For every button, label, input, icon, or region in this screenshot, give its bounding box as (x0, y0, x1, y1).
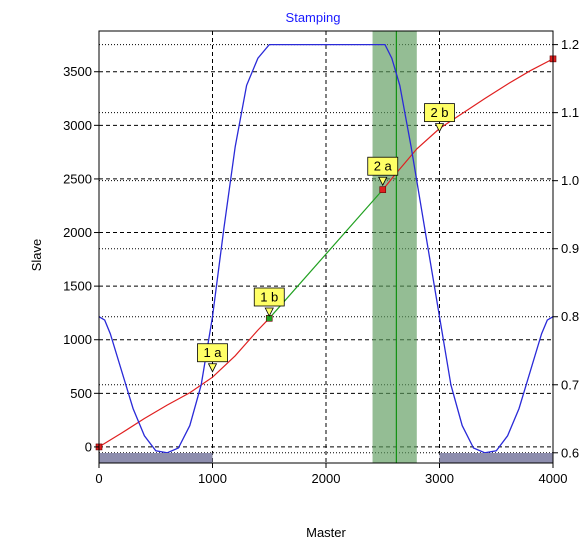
highlight-band-layer (372, 31, 417, 463)
y-axis-label: Slave (29, 239, 44, 272)
velocity-curve (98, 43, 554, 454)
range-bar (99, 453, 213, 463)
x-tick-label: 2000 (312, 471, 341, 486)
annotation-label: 2 b (430, 105, 448, 120)
y-tick-label: 0 (85, 439, 92, 454)
annotation-pointer (264, 307, 274, 317)
annotation-box (253, 287, 285, 307)
data-point-marker (379, 186, 387, 193)
position-curve-segment (98, 317, 270, 448)
annotation-label: 1 b (260, 289, 278, 304)
y-tick-label: 2000 (63, 225, 92, 240)
annotation-pointer (378, 176, 388, 187)
x-tick-label: 1000 (198, 471, 227, 486)
bar-layer (99, 453, 553, 463)
y2-tick-label: 0.8 (561, 309, 579, 324)
y2-tick-label: 1.1 (561, 105, 579, 120)
annotation-layer: 1 a 1 b 2 a 2 b (197, 103, 455, 373)
y-tick-label: 2500 (63, 171, 92, 186)
annotation-label: 1 a (203, 345, 222, 360)
range-bar (439, 453, 553, 463)
y-tick-label: 1500 (63, 279, 92, 294)
x-axis-label: Master (306, 525, 346, 540)
x-tick-label: 3000 (425, 471, 454, 486)
y2-tick-label: 0.9 (561, 241, 579, 256)
y2-tick-label: 0.6 (561, 445, 579, 460)
position-curve-segment (268, 189, 384, 319)
y-tick-label: 3500 (63, 64, 92, 79)
chart-title: Stamping (286, 10, 341, 25)
tick-layer: 0 1000 2000 3000 4000 0 500 1000 1500 2000 2500 300… (63, 37, 579, 486)
y-tick-label: 1000 (63, 332, 92, 347)
y-tick-label: 500 (70, 386, 92, 401)
annotation-box (367, 156, 399, 176)
x-tick-label: 0 (95, 471, 102, 486)
y-tick-label: 3000 (63, 118, 92, 133)
x-tick-label: 4000 (539, 471, 568, 486)
annotation-box (424, 103, 455, 123)
y2-tick-label: 1.0 (561, 173, 579, 188)
annotation-label: 2 a (374, 159, 393, 174)
annotation-box (197, 343, 228, 363)
y2-tick-label: 1.2 (561, 37, 579, 52)
annotation-pointer (207, 363, 218, 373)
highlight-band (372, 31, 417, 463)
annotation-pointer (434, 123, 445, 133)
grid (99, 31, 553, 463)
series-layer (98, 43, 554, 454)
y2-tick-label: 0.7 (561, 377, 579, 392)
position-curve-segment (382, 58, 554, 191)
